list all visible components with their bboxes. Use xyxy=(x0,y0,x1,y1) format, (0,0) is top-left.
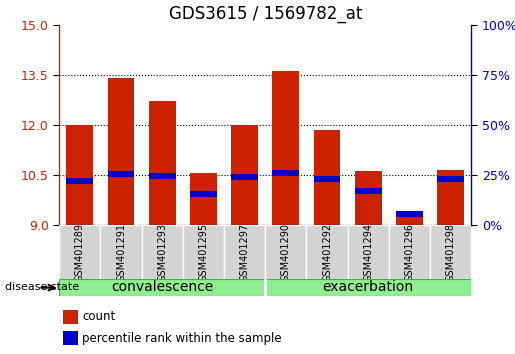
Bar xyxy=(63,310,78,324)
Bar xyxy=(231,125,258,225)
Bar xyxy=(190,192,217,198)
Text: GSM401293: GSM401293 xyxy=(157,223,167,282)
Bar xyxy=(265,225,306,280)
Text: GSM401291: GSM401291 xyxy=(116,223,126,282)
Bar xyxy=(108,171,134,177)
Bar xyxy=(272,72,299,225)
Bar xyxy=(314,176,340,182)
Title: GDS3615 / 1569782_at: GDS3615 / 1569782_at xyxy=(168,6,362,23)
Text: GSM401289: GSM401289 xyxy=(75,223,85,282)
Text: percentile rank within the sample: percentile rank within the sample xyxy=(82,332,282,344)
Text: GSM401294: GSM401294 xyxy=(363,223,373,282)
Bar xyxy=(306,225,348,280)
Bar xyxy=(272,171,299,176)
Bar xyxy=(355,188,382,194)
Bar xyxy=(389,225,430,280)
Bar xyxy=(348,225,389,280)
Bar xyxy=(66,178,93,184)
Text: GSM401296: GSM401296 xyxy=(404,223,415,282)
Text: GSM401298: GSM401298 xyxy=(445,223,456,282)
Bar xyxy=(149,173,176,179)
Text: GSM401297: GSM401297 xyxy=(239,223,250,282)
Text: disease state: disease state xyxy=(5,282,79,292)
Bar xyxy=(108,78,134,225)
Bar xyxy=(437,176,464,182)
Bar xyxy=(190,173,217,225)
Bar xyxy=(355,171,382,225)
Text: exacerbation: exacerbation xyxy=(323,280,414,294)
Text: GSM401290: GSM401290 xyxy=(281,223,291,282)
Bar xyxy=(314,130,340,225)
Bar xyxy=(396,215,423,225)
Bar xyxy=(142,225,183,280)
Bar xyxy=(183,225,224,280)
Bar xyxy=(66,125,93,225)
Text: GSM401292: GSM401292 xyxy=(322,223,332,282)
Text: count: count xyxy=(82,310,115,323)
Bar xyxy=(149,102,176,225)
Text: convalescence: convalescence xyxy=(111,280,213,294)
Bar xyxy=(437,170,464,225)
Bar xyxy=(59,279,265,296)
Bar xyxy=(231,175,258,181)
Bar xyxy=(59,225,100,280)
Bar xyxy=(265,279,471,296)
Text: GSM401295: GSM401295 xyxy=(198,223,209,282)
Bar xyxy=(100,225,142,280)
Bar xyxy=(224,225,265,280)
Bar xyxy=(430,225,471,280)
Bar xyxy=(63,331,78,345)
Bar xyxy=(396,211,423,217)
